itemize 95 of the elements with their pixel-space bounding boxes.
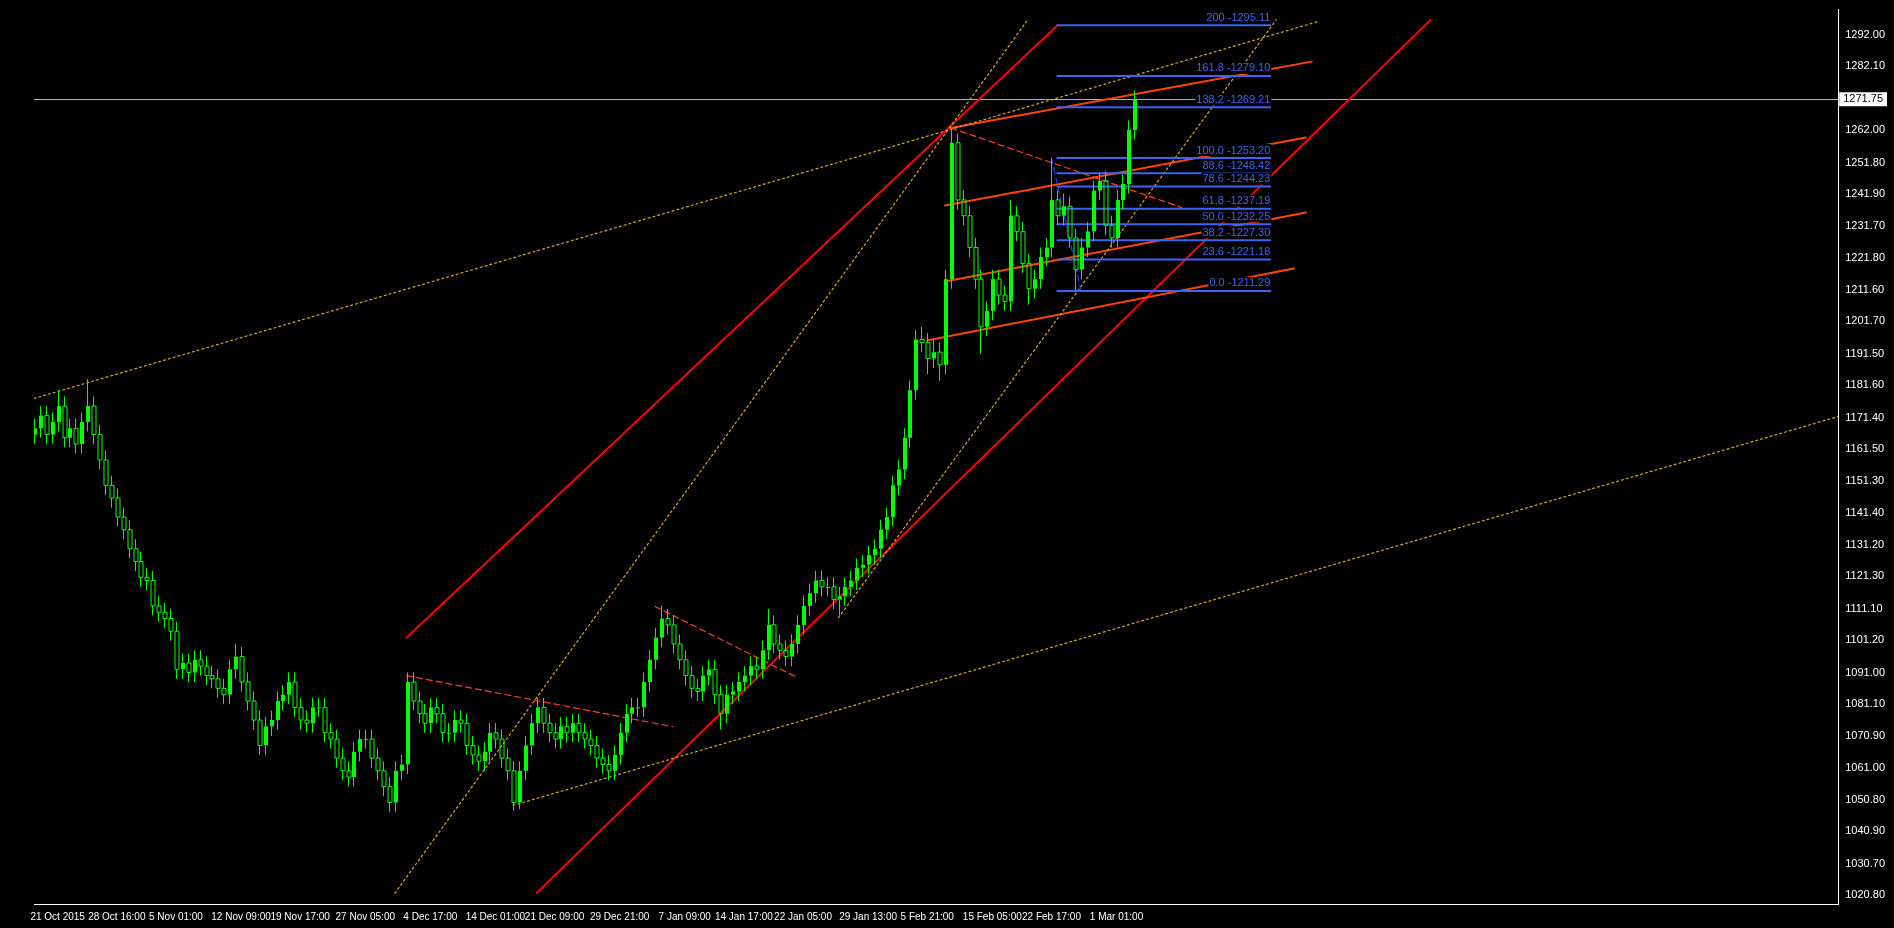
candlestick (731, 681, 735, 705)
series-label: 23.6 -1221.18 (1202, 245, 1271, 258)
y-tick-label: 1161.50 (1845, 441, 1885, 454)
candlestick (281, 684, 285, 712)
x-tick-label: 28 Oct 16:00 (88, 910, 146, 922)
y-tick-label: 1040.90 (1845, 824, 1885, 837)
series-label: 200 -1295.11 (1206, 10, 1271, 23)
x-tick-label: 4 Dec 17:00 (403, 910, 458, 922)
candlestick (891, 475, 895, 528)
y-tick-label: 1091.00 (1845, 665, 1885, 678)
candlestick (630, 697, 634, 724)
y-tick-label: 1061.00 (1845, 760, 1885, 773)
candlestick (358, 729, 362, 762)
y-tick-label: 1111.10 (1845, 601, 1883, 614)
candlestick (808, 583, 812, 616)
candlestick (855, 557, 859, 591)
candlestick (802, 595, 806, 635)
candlestick (619, 722, 623, 765)
y-tick-label: 1020.80 (1845, 888, 1885, 901)
x-tick-label: 15 Feb 05:00 (962, 910, 1023, 922)
x-tick-label: 22 Feb 17:00 (1022, 910, 1082, 922)
y-tick-label: 1131.20 (1845, 538, 1885, 550)
candlestick (1086, 221, 1090, 258)
candlestick (1133, 89, 1137, 141)
candlestick (873, 538, 877, 566)
y-tick-label: 1101.20 (1845, 633, 1885, 646)
candlestick (1121, 174, 1125, 210)
candlestick (276, 691, 280, 731)
x-tick-label: 5 Nov 01:00 (149, 910, 204, 922)
series-label: 161.8 -1279.10 (1196, 61, 1271, 74)
series-label: 78.6 -1244.23 (1202, 172, 1271, 185)
candlestick (1127, 120, 1131, 195)
y-tick-label: 1211.60 (1845, 283, 1885, 295)
candlestick (737, 671, 741, 702)
series-label: 38.2 -1227.30 (1202, 225, 1271, 238)
x-tick-label: 14 Dec 01:00 (465, 910, 526, 922)
candlestick (1039, 246, 1043, 290)
candlestick (654, 627, 658, 670)
ref-line-label: 1271.75 (1843, 92, 1883, 105)
x-tick-label: 5 Feb 21:00 (900, 910, 955, 922)
candlestick (885, 507, 889, 540)
candlestick (625, 703, 629, 743)
candlestick (642, 671, 646, 718)
candlestick (530, 713, 534, 756)
x-tick-label: 1 Mar 01:00 (1089, 910, 1144, 922)
series-label: 138.2 -1269.21 (1196, 92, 1271, 105)
candlestick (897, 459, 901, 496)
series-label: 100.0 -1253.20 (1196, 143, 1271, 156)
candlestick (867, 545, 871, 575)
y-tick-label: 1282.10 (1845, 59, 1885, 72)
y-tick-label: 1141.40 (1845, 505, 1885, 518)
series-label: 0.0 -1211.29 (1209, 276, 1271, 289)
y-tick-label: 1201.70 (1845, 314, 1885, 327)
candlestick (861, 554, 865, 578)
x-tick-label: 21 Dec 09:00 (524, 910, 585, 922)
y-tick-label: 1292.00 (1845, 28, 1885, 40)
y-tick-label: 1221.80 (1845, 250, 1885, 263)
candlestick (796, 614, 800, 654)
candlestick (270, 710, 274, 737)
candlestick (1045, 237, 1049, 267)
candlestick (636, 697, 640, 718)
y-tick-label: 1181.60 (1845, 378, 1885, 391)
candlestick (903, 427, 907, 480)
y-tick-label: 1121.30 (1845, 569, 1885, 582)
y-tick-label: 1262.00 (1845, 123, 1885, 136)
candlestick (849, 570, 853, 597)
y-tick-label: 1171.40 (1845, 410, 1885, 423)
candlestick (447, 722, 451, 743)
candlestick (908, 380, 912, 448)
y-tick-label: 1251.80 (1845, 155, 1885, 168)
x-tick-label: 27 Nov 05:00 (335, 910, 396, 922)
candlestick (400, 754, 404, 781)
y-tick-label: 1151.30 (1845, 474, 1885, 487)
y-tick-label: 1030.70 (1845, 856, 1885, 869)
series-label: 50.0 -1232.25 (1202, 209, 1271, 222)
x-tick-label: 29 Jan 13:00 (839, 910, 898, 922)
candlestick (648, 649, 652, 692)
y-tick-label: 1191.50 (1845, 346, 1885, 359)
candlestick (843, 576, 847, 607)
y-tick-label: 1070.90 (1845, 729, 1885, 742)
candlestick (879, 519, 883, 559)
x-tick-label: 22 Jan 05:00 (774, 910, 833, 922)
y-tick-label: 1050.80 (1845, 793, 1885, 805)
candlestick (524, 735, 528, 781)
x-tick-label: 29 Dec 21:00 (589, 910, 650, 922)
series-label: 88.6 -1248.42 (1202, 158, 1271, 171)
y-tick-label: 1231.70 (1845, 219, 1885, 232)
y-tick-label: 1081.10 (1845, 696, 1885, 709)
x-tick-label: 7 Jan 09:00 (658, 910, 712, 922)
x-tick-label: 14 Jan 17:00 (714, 910, 774, 922)
candlestick (743, 665, 747, 692)
y-tick-label: 1241.90 (1845, 186, 1885, 199)
x-tick-label: 21 Oct 2015 (30, 910, 86, 922)
series-label: 61.8 -1237.19 (1202, 194, 1271, 207)
candlestick (1092, 180, 1096, 242)
